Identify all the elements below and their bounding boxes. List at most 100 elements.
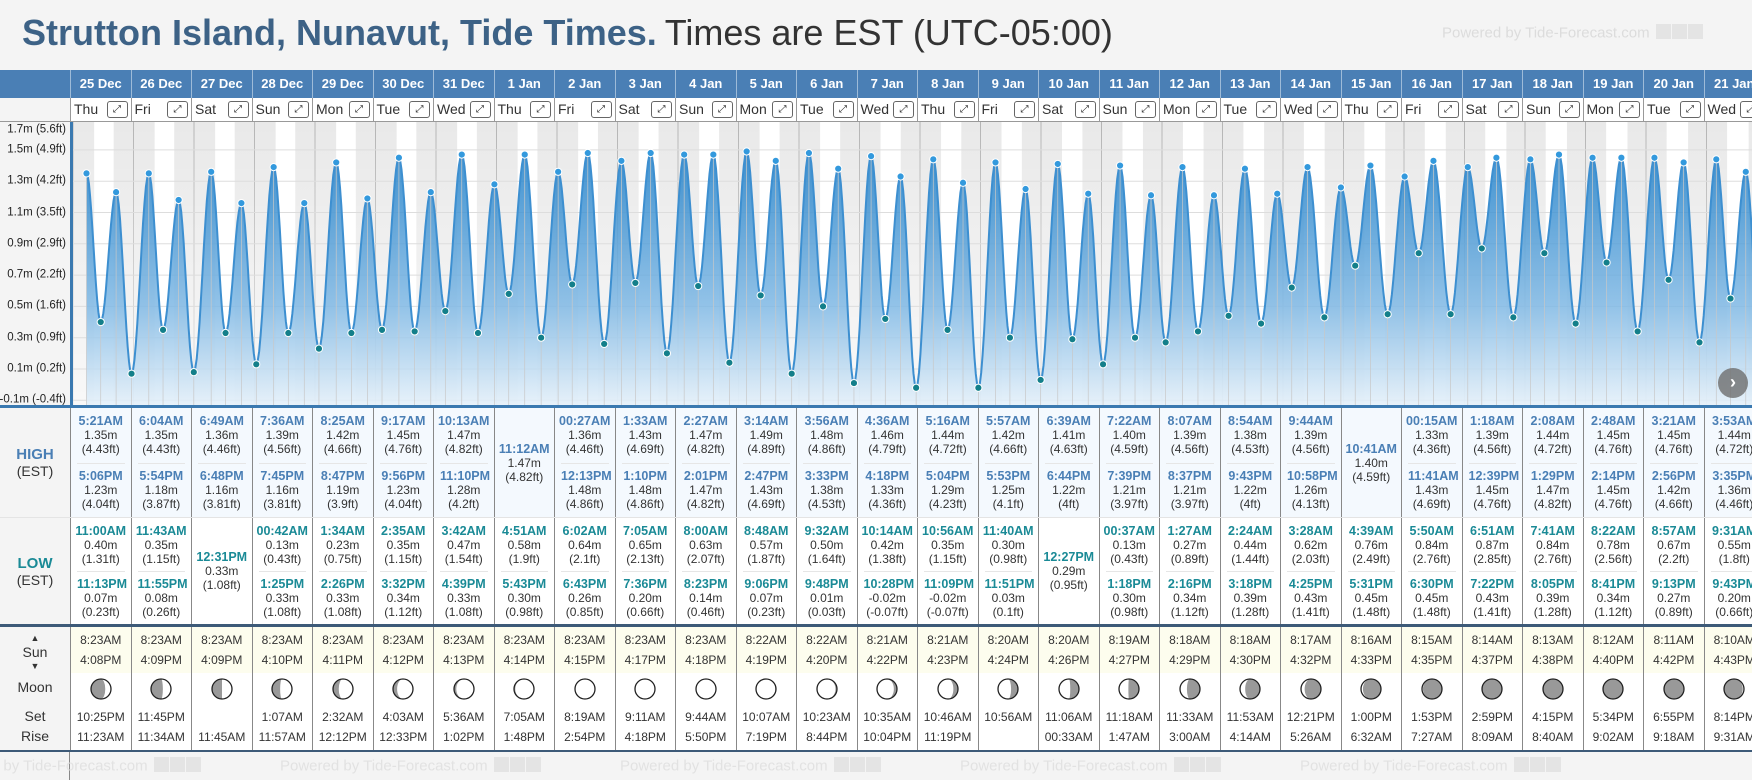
expand-day-button[interactable]: ⤢ bbox=[1074, 101, 1096, 118]
tide-forecast-logo-icon bbox=[493, 757, 542, 776]
low-tide-point bbox=[912, 383, 921, 392]
high-tide-cell: 2:48AM 1.45m (4.76ft) 2:14PM 1.45m (4.76ft) bbox=[1582, 408, 1644, 517]
expand-day-button[interactable]: ⤢ bbox=[167, 101, 188, 118]
expand-day-button[interactable]: ⤢ bbox=[1316, 101, 1338, 118]
high-tide-entry: 2:47PM 1.43m (4.69ft) bbox=[742, 462, 790, 518]
expand-day-button[interactable]: ⤢ bbox=[711, 101, 733, 118]
date-header: 8 Jan bbox=[917, 70, 978, 98]
expand-day-button[interactable]: ⤢ bbox=[1437, 101, 1459, 118]
high-tide-point bbox=[929, 155, 938, 164]
high-tide-entry: 9:44AM 1.39m (4.56ft) bbox=[1281, 408, 1341, 463]
sunset-time: 4:35PM bbox=[1411, 653, 1453, 667]
low-label: LOW bbox=[17, 554, 53, 572]
expand-day-button[interactable]: ⤢ bbox=[227, 101, 249, 118]
expand-day-button[interactable]: ⤢ bbox=[469, 101, 491, 118]
expand-day-button[interactable]: ⤢ bbox=[106, 101, 128, 118]
moon-cell: 10:23AM 8:44PM bbox=[796, 673, 857, 750]
low-height-m: 0.39m bbox=[1233, 591, 1267, 605]
expand-day-button[interactable]: ⤢ bbox=[1679, 101, 1701, 118]
expand-day-button[interactable]: ⤢ bbox=[530, 101, 551, 118]
expand-day-button[interactable]: ⤢ bbox=[1558, 101, 1580, 118]
weekday-label: Wed bbox=[860, 101, 890, 117]
high-tide-point bbox=[457, 150, 466, 159]
high-height-ft: (4.69ft) bbox=[747, 497, 786, 512]
y-axis-tick-label: 1.5m (4.9ft) bbox=[7, 143, 66, 156]
date-header: 12 Jan bbox=[1159, 70, 1220, 98]
sunset-time: 4:20PM bbox=[806, 653, 848, 667]
sunrise-time: 8:23AM bbox=[503, 633, 545, 647]
low-tide-entry: 8:00AM 0.63m (2.07ft) bbox=[676, 518, 736, 571]
high-tide-point bbox=[332, 158, 341, 167]
powered-by-link[interactable]: Powered by Tide-Forecast.com bbox=[1442, 24, 1704, 43]
moon-lit-portion bbox=[161, 679, 172, 699]
high-tide-point bbox=[1429, 156, 1438, 165]
low-tide-entry: 8:05PM 0.39m (1.28ft) bbox=[1529, 571, 1577, 624]
scroll-next-button[interactable]: › bbox=[1718, 368, 1748, 398]
expand-day-button[interactable]: ⤢ bbox=[772, 101, 793, 118]
high-tide-point bbox=[804, 148, 814, 158]
high-tide-entry: 10:41AM 1.40m (4.59ft) bbox=[1342, 442, 1402, 484]
low-tide-point bbox=[974, 383, 983, 392]
low-tide-point bbox=[1320, 313, 1329, 322]
high-tide-entry: 11:12AM 1.47m (4.82ft) bbox=[495, 442, 555, 484]
high-height-m: 1.45m bbox=[1596, 428, 1630, 443]
moon-lit-portion bbox=[877, 679, 895, 699]
expand-day-button[interactable]: ⤢ bbox=[1256, 101, 1277, 118]
expand-day-button[interactable]: ⤢ bbox=[590, 101, 612, 118]
low-tide-point bbox=[662, 349, 672, 358]
expand-day-button[interactable]: ⤢ bbox=[1498, 101, 1519, 118]
high-tide-row: HIGH (EST) 5:21AM 1.35m (4.43ft) 5:06PM 1.23m… bbox=[0, 408, 1752, 517]
moon-lit-portion bbox=[695, 679, 716, 699]
sunset-time: 4:30PM bbox=[1229, 653, 1271, 667]
expand-day-button[interactable]: ⤢ bbox=[288, 101, 309, 118]
moon-cell: 12:21PM 5:26AM bbox=[1280, 673, 1341, 750]
low-time: 8:05PM bbox=[1530, 577, 1575, 591]
weekday-label: Thu bbox=[1344, 101, 1369, 117]
sun-cell: 8:22AM 4:20PM bbox=[796, 627, 857, 673]
moonset-time: 1:07AM bbox=[261, 710, 303, 724]
high-time: 9:17AM bbox=[381, 414, 426, 429]
high-tide-entry: 7:22AM 1.40m (4.59ft) bbox=[1100, 408, 1160, 463]
expand-day-button[interactable]: ⤢ bbox=[348, 101, 370, 118]
moonrise-time: 11:57AM bbox=[258, 730, 306, 744]
high-tide-entry: 5:57AM 1.42m (4.66ft) bbox=[979, 408, 1039, 463]
expand-day-button[interactable]: ⤢ bbox=[409, 101, 430, 118]
weekday-label: Thu bbox=[74, 101, 99, 117]
y-axis-tick-label: -0.1m (-0.4ft) bbox=[0, 393, 66, 406]
low-height-m: 0.13m bbox=[265, 537, 299, 552]
weekday-label: Tue bbox=[376, 101, 401, 117]
expand-day-button[interactable]: ⤢ bbox=[1135, 101, 1156, 118]
low-tide-point bbox=[600, 339, 609, 349]
low-height-m: 0.40m bbox=[84, 537, 118, 552]
low-height-m: 0.34m bbox=[1173, 591, 1207, 605]
expand-day-button[interactable]: ⤢ bbox=[1014, 101, 1035, 118]
sun-cell: 8:12AM 4:40PM bbox=[1582, 627, 1644, 673]
moon-phase-icon bbox=[634, 678, 656, 700]
high-height-m: 1.21m bbox=[1112, 483, 1146, 498]
high-time: 6:44PM bbox=[1046, 469, 1091, 484]
sun-cell: 8:22AM 4:19PM bbox=[735, 627, 797, 673]
expand-day-button[interactable]: ⤢ bbox=[1619, 101, 1640, 118]
high-tide-entry: 3:21AM 1.45m (4.76ft) bbox=[1644, 408, 1704, 463]
moonset-time: 5:36AM bbox=[443, 710, 485, 724]
expand-day-button[interactable]: ⤢ bbox=[1377, 101, 1398, 118]
moonset-time: 12:21PM bbox=[1286, 710, 1335, 724]
high-tide-point bbox=[1400, 172, 1409, 181]
high-tide-cell: 9:17AM 1.45m (4.76ft) 9:56PM 1.23m (4.04ft) bbox=[372, 408, 434, 517]
low-tide-point bbox=[158, 325, 168, 334]
moon-outline bbox=[1663, 678, 1685, 700]
low-tide-entry: 2:35AM 0.35m (1.15ft) bbox=[374, 518, 434, 571]
expand-day-button[interactable]: ⤢ bbox=[1740, 101, 1752, 118]
weekday-cell: Wed⤢ bbox=[433, 98, 494, 121]
expand-day-button[interactable]: ⤢ bbox=[953, 101, 975, 118]
expand-day-button[interactable]: ⤢ bbox=[651, 101, 672, 118]
moon-cell: 9:44AM 5:50PM bbox=[675, 673, 736, 750]
expand-day-button[interactable]: ⤢ bbox=[1195, 101, 1217, 118]
sunrise-time: 8:22AM bbox=[806, 633, 848, 647]
expand-day-button[interactable]: ⤢ bbox=[893, 101, 914, 118]
high-height-ft: (4ft) bbox=[1058, 497, 1080, 512]
low-time: 5:43PM bbox=[502, 577, 547, 591]
date-header: 13 Jan bbox=[1219, 70, 1281, 98]
low-height-m: 0.20m bbox=[1717, 591, 1751, 605]
expand-day-button[interactable]: ⤢ bbox=[832, 101, 854, 118]
